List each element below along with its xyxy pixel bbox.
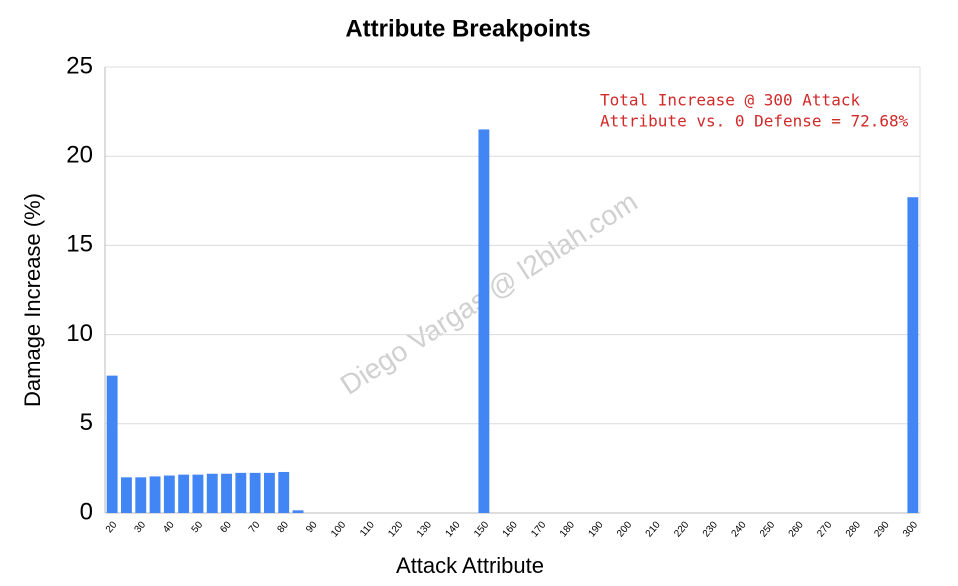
- bar: [106, 375, 118, 513]
- bar: [292, 510, 304, 513]
- bar: [907, 197, 919, 513]
- annotation: Attribute vs. 0 Defense = 72.68%: [600, 112, 909, 131]
- bar: [235, 472, 247, 513]
- bar: [135, 477, 147, 513]
- bar: [263, 472, 275, 513]
- y-axis-label: Damage Increase (%): [20, 193, 45, 407]
- y-tick-label: 20: [66, 142, 93, 169]
- bar: [206, 473, 218, 513]
- chart-title: Attribute Breakpoints: [345, 15, 590, 42]
- y-tick-label: 25: [66, 52, 93, 79]
- bar: [249, 472, 261, 513]
- y-tick-label: 0: [80, 498, 93, 525]
- annotation: Total Increase @ 300 Attack: [600, 91, 860, 110]
- bar: [221, 473, 232, 513]
- bar: [478, 129, 490, 513]
- y-tick-label: 15: [66, 231, 93, 258]
- bar: [178, 474, 190, 513]
- bar: [149, 476, 161, 513]
- y-tick-label: 10: [66, 320, 93, 347]
- bar: [192, 474, 204, 513]
- bar: [278, 471, 290, 513]
- x-axis-label: Attack Attribute: [396, 553, 544, 578]
- bar: [121, 477, 132, 513]
- bar: [163, 475, 175, 513]
- y-tick-label: 5: [80, 409, 93, 436]
